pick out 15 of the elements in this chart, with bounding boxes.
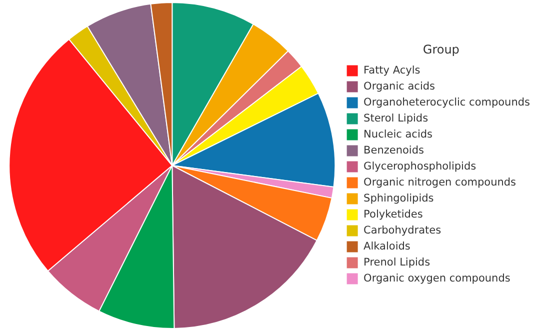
legend-label: Organic oxygen compounds	[364, 272, 510, 284]
legend-label: Fatty Acyls	[364, 64, 420, 76]
legend-label: Organoheterocyclic compounds	[364, 96, 530, 108]
legend-label: Benzenoids	[364, 144, 424, 156]
legend-label: Polyketides	[364, 208, 423, 220]
legend-label: Organic acids	[364, 80, 436, 92]
legend-label: Glycerophospholipids	[364, 160, 476, 172]
legend-label: Nucleic acids	[364, 128, 433, 140]
legend-label: Alkaloids	[364, 240, 410, 252]
legend-label: Organic nitrogen compounds	[364, 176, 516, 188]
legend-label: Carbohydrates	[364, 224, 442, 236]
legend-label: Sterol Lipids	[364, 112, 428, 124]
legend-label: Prenol Lipids	[364, 256, 430, 268]
legend-label: Sphingolipids	[364, 192, 434, 204]
legend-title: Group	[422, 42, 460, 56]
